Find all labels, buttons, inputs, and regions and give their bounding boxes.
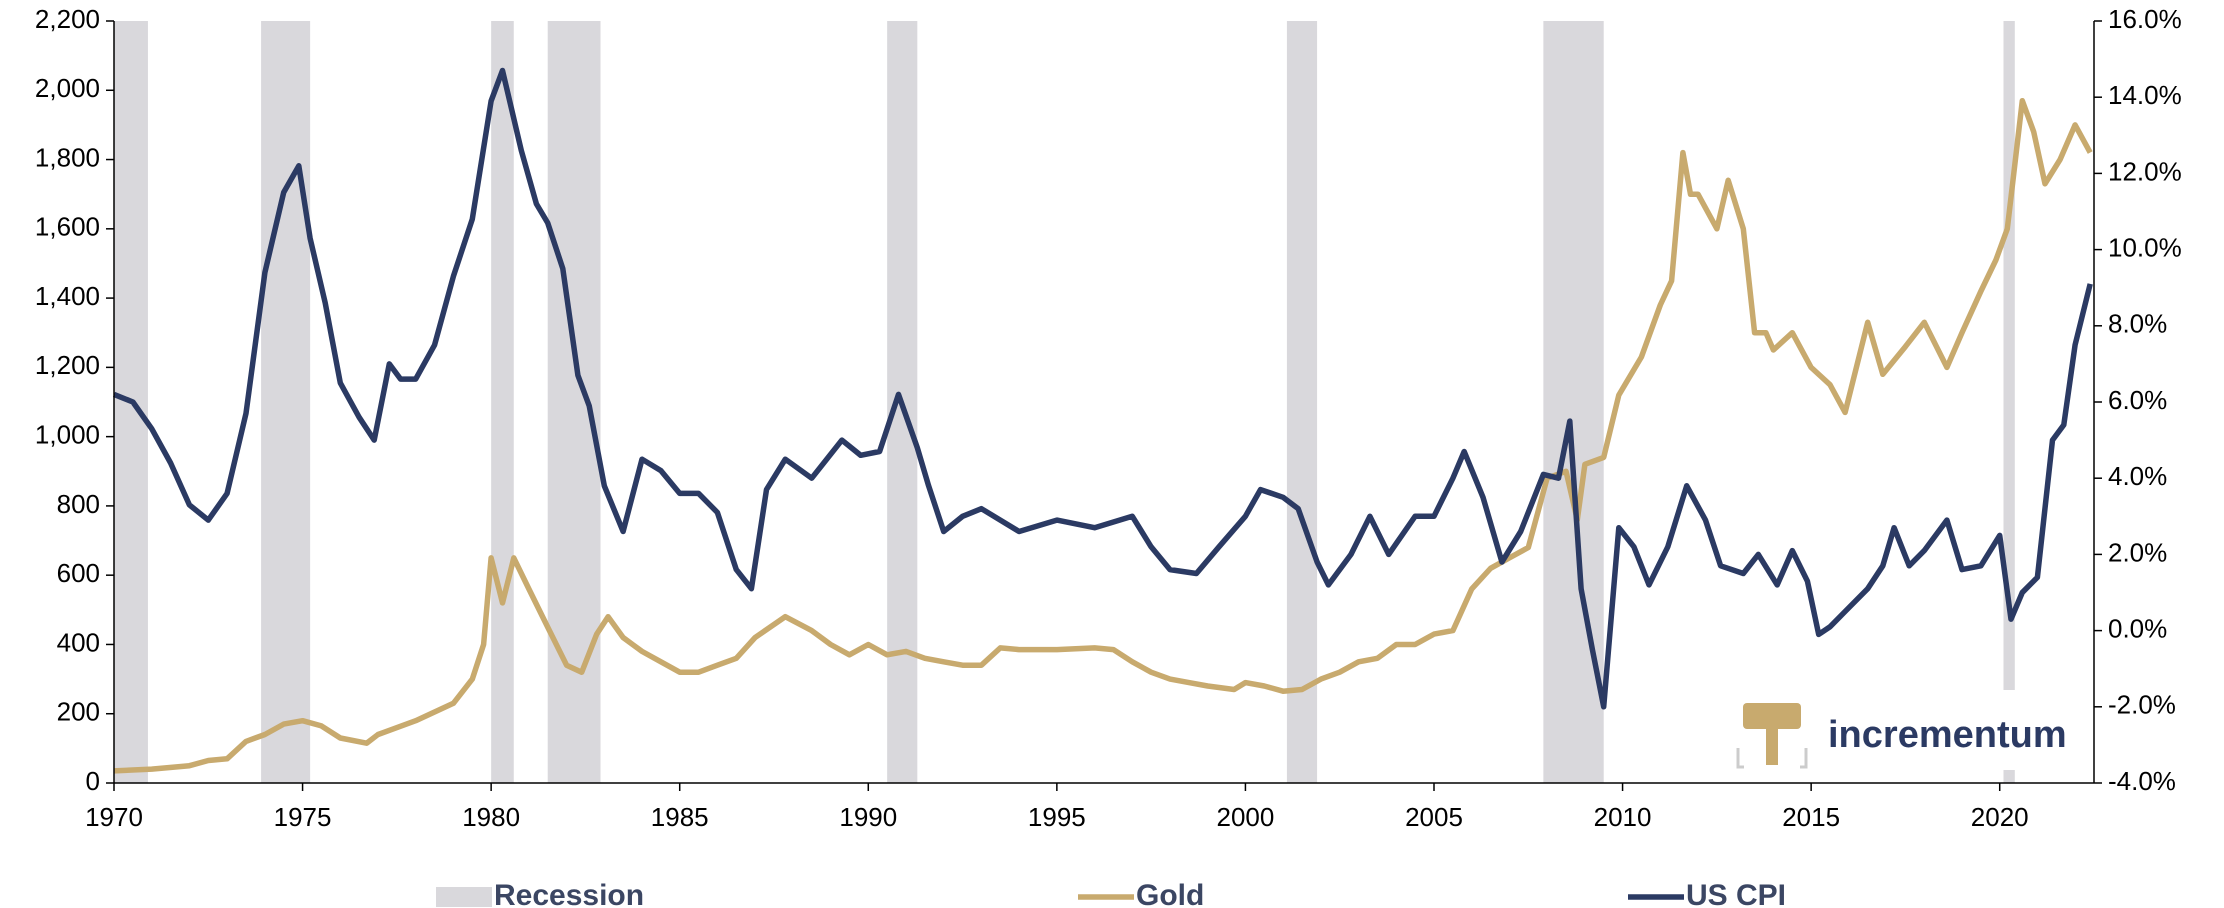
legend-label: Gold — [1136, 879, 1204, 908]
y2-tick-label: 12.0% — [2108, 156, 2182, 186]
y-tick-label: 600 — [57, 558, 100, 588]
y2-tick-label: 6.0% — [2108, 385, 2167, 415]
line-0 — [113, 97, 2093, 774]
x-tick-label: 1995 — [1028, 802, 1086, 832]
x-tick-label: 2020 — [1971, 802, 2029, 832]
recession-band — [491, 21, 514, 783]
y-tick-label: 1,200 — [35, 350, 100, 380]
recession-band — [261, 21, 311, 783]
line-1 — [112, 67, 2093, 710]
y-tick-label: 800 — [57, 489, 100, 519]
y-tick-label: 1,800 — [35, 142, 100, 172]
recession-band — [547, 21, 601, 783]
recession-band — [1286, 21, 1318, 783]
y-tick-label: 200 — [57, 697, 100, 727]
y2-tick-label: 10.0% — [2108, 232, 2182, 262]
y2-tick-label: 2.0% — [2108, 537, 2167, 567]
y2-tick-label: 16.0% — [2108, 4, 2182, 34]
legend-label: US CPI — [1686, 879, 1786, 908]
x-tick-label: 2010 — [1594, 802, 1652, 832]
x-tick-label: 1980 — [462, 802, 520, 832]
y-tick-label: 2,000 — [35, 73, 100, 103]
y2-tick-label: 4.0% — [2108, 461, 2167, 491]
recession-band — [2003, 21, 2015, 783]
x-tick-label: 2015 — [1782, 802, 1840, 832]
y2-tick-label: -2.0% — [2108, 690, 2176, 720]
y-tick-label: 0 — [86, 766, 100, 796]
x-tick-label: 1990 — [839, 802, 897, 832]
logo-icon — [1743, 703, 1801, 765]
y2-tick-label: -4.0% — [2108, 766, 2176, 796]
x-tick-label: 2005 — [1405, 802, 1463, 832]
x-tick-label: 1970 — [85, 802, 143, 832]
legend: Recession Gold US CPI — [436, 879, 1786, 908]
legend-label: Recession — [494, 879, 644, 908]
logo: incrementum — [1725, 690, 2085, 770]
y2-tick-label: 0.0% — [2108, 613, 2167, 643]
logo-text: incrementum — [1828, 714, 2067, 756]
y-tick-label: 400 — [57, 627, 100, 657]
axes: 0 200 400 600 800 1,000 1,200 1,400 1,600 1,800 2,… — [35, 4, 2182, 832]
y-tick-label: 2,200 — [35, 4, 100, 34]
y2-tick-label: 14.0% — [2108, 80, 2182, 110]
recession-bands — [114, 21, 2015, 783]
y-tick-label: 1,400 — [35, 281, 100, 311]
y-tick-label: 1,000 — [35, 420, 100, 450]
logo-frame — [1736, 748, 1808, 769]
x-tick-label: 1985 — [651, 802, 709, 832]
legend-swatch — [436, 887, 492, 907]
y-tick-label: 1,600 — [35, 212, 100, 242]
x-tick-label: 1975 — [274, 802, 332, 832]
x-tick-label: 2000 — [1217, 802, 1275, 832]
lines — [112, 67, 2093, 774]
y2-tick-label: 8.0% — [2108, 309, 2167, 339]
